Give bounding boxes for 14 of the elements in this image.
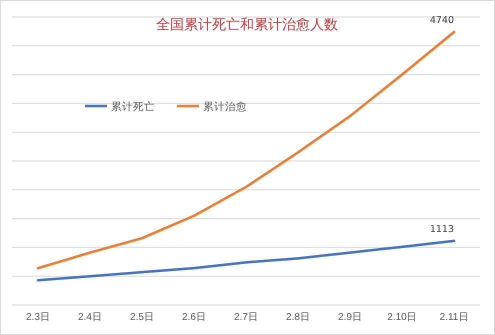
x-tick-label: 2.5日 <box>130 312 154 324</box>
x-tick-label: 2.9日 <box>338 312 362 324</box>
x-tick-label: 2.10日 <box>387 312 417 324</box>
x-tick-label: 2.7日 <box>234 312 258 324</box>
x-tick-label: 2.4日 <box>78 312 102 324</box>
x-tick-label: 2.6日 <box>182 312 206 324</box>
x-tick-label: 2.11日 <box>440 312 468 324</box>
data-label: 1113 <box>430 224 454 235</box>
legend-label: 累计死亡 <box>111 100 155 113</box>
x-tick-label: 2.3日 <box>26 312 50 324</box>
x-tick-label: 2.8日 <box>286 312 310 324</box>
legend-label: 累计治愈 <box>203 100 247 113</box>
data-label: 4740 <box>430 14 454 26</box>
chart-title: 全国累计死亡和累计治愈人数 <box>156 17 338 33</box>
